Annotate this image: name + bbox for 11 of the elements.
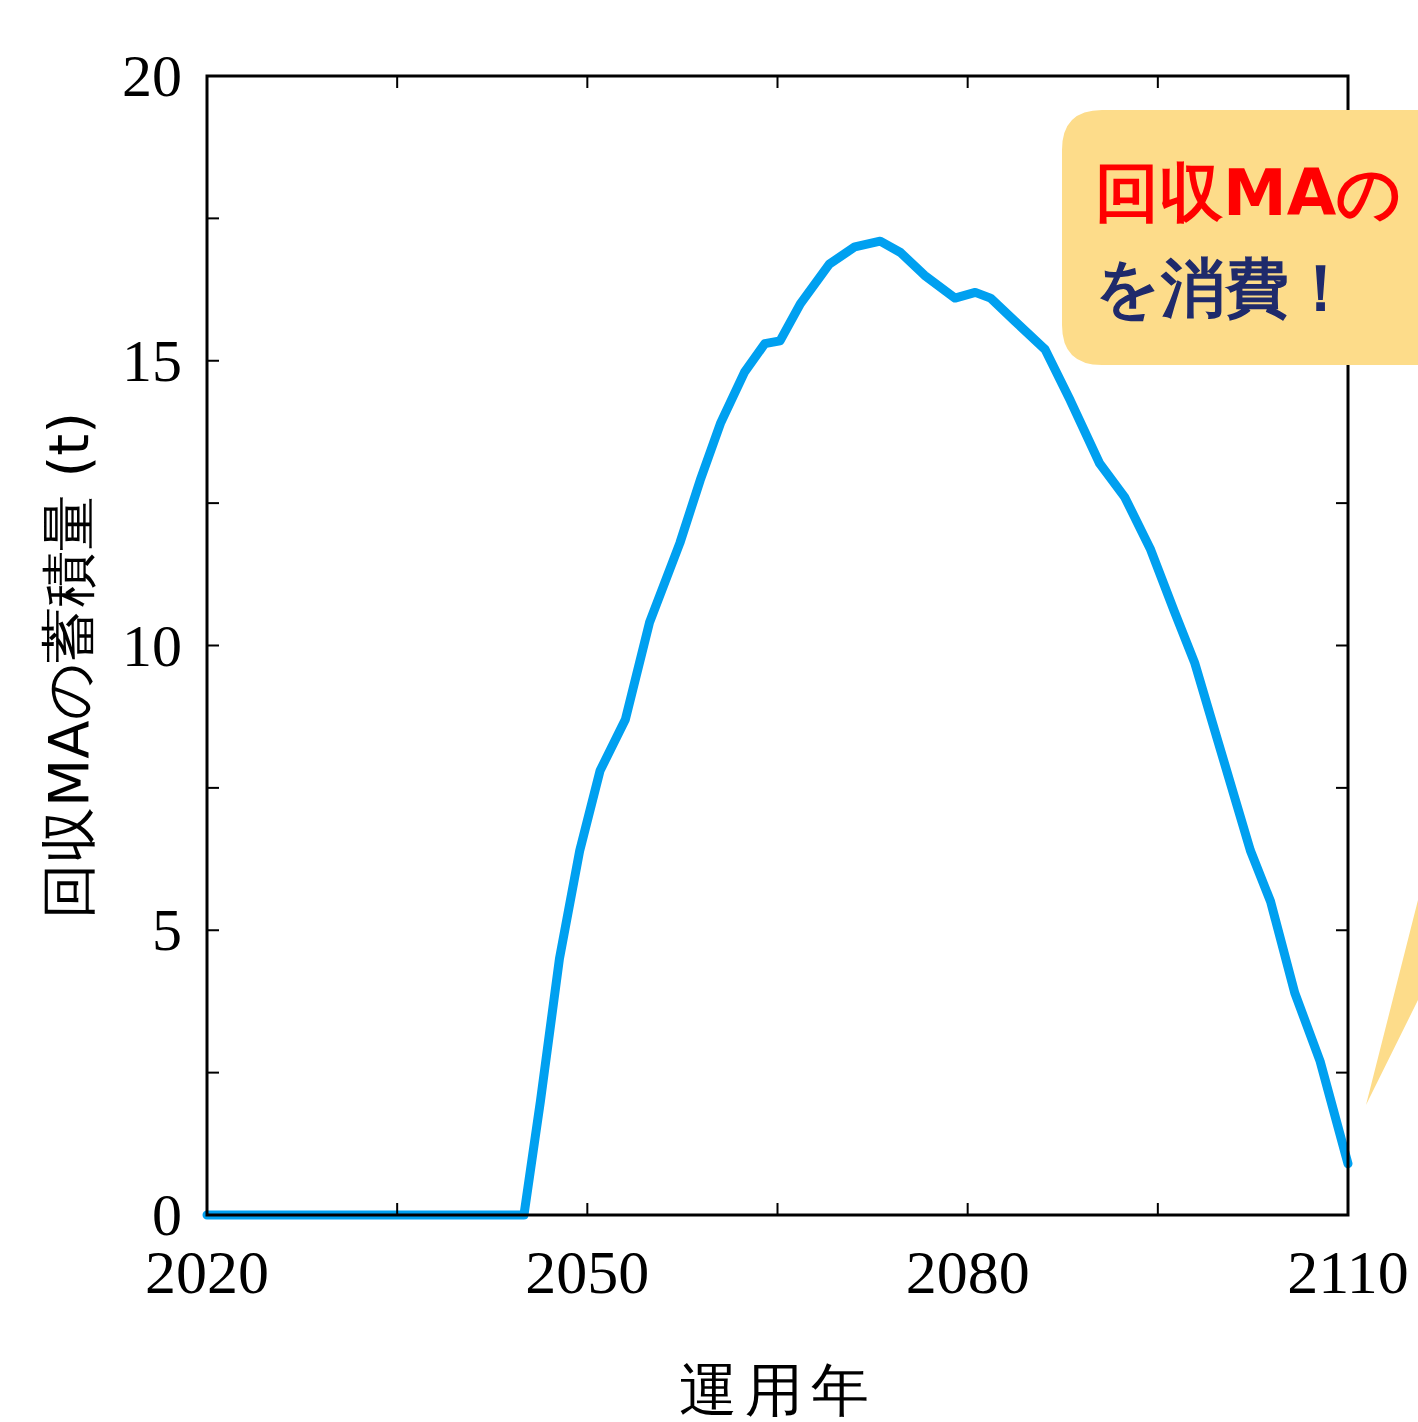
annotation: 回収MAの bbox=[1095, 156, 1403, 230]
annotation: を消費！ bbox=[1095, 251, 1353, 325]
y-axis-title: 回収MAの蓄積量 (t) bbox=[36, 411, 101, 920]
y-tick-label: 5 bbox=[152, 897, 182, 964]
x-tick-label: 2050 bbox=[525, 1238, 650, 1306]
x-tick-label: 2080 bbox=[905, 1238, 1030, 1306]
y-tick-label: 20 bbox=[122, 43, 182, 109]
x-axis-title: 運用年 bbox=[678, 1356, 877, 1422]
y-tick-label: 10 bbox=[122, 612, 182, 679]
y-tick-label: 15 bbox=[122, 327, 182, 394]
x-tick-label: 2110 bbox=[1287, 1238, 1409, 1306]
